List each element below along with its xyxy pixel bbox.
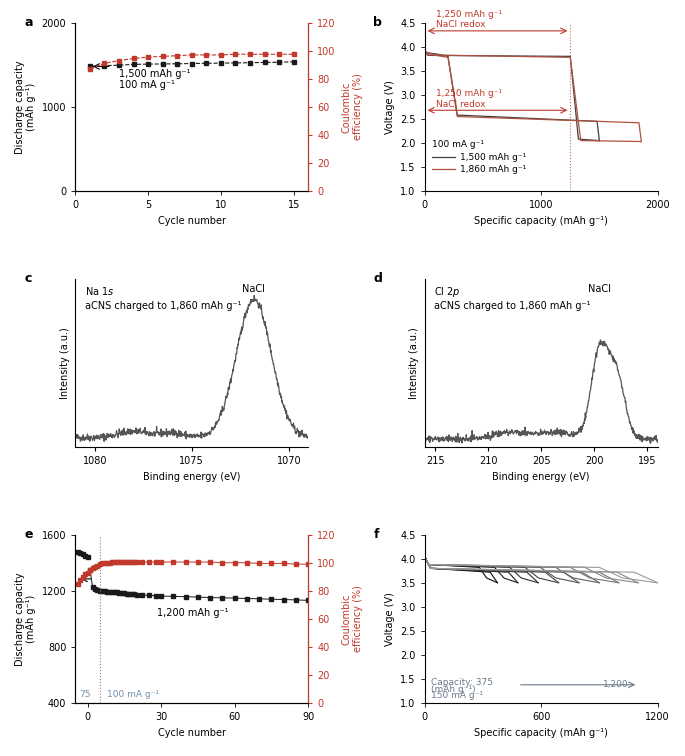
Text: 1,250 mAh g⁻¹
NaCl redox: 1,250 mAh g⁻¹ NaCl redox [436, 89, 503, 109]
Text: 1,500 mAh g⁻¹: 1,500 mAh g⁻¹ [460, 153, 526, 162]
Y-axis label: Voltage (V): Voltage (V) [384, 592, 395, 646]
Y-axis label: Coulombic
efficiency (%): Coulombic efficiency (%) [341, 73, 363, 141]
Text: a: a [24, 16, 33, 29]
Text: c: c [24, 272, 32, 285]
Text: 100 mA g⁻¹: 100 mA g⁻¹ [432, 141, 484, 149]
X-axis label: Specific capacity (mAh g⁻¹): Specific capacity (mAh g⁻¹) [474, 728, 608, 738]
Y-axis label: Voltage (V): Voltage (V) [384, 80, 395, 134]
Y-axis label: Discharge capacity
(mAh g⁻¹): Discharge capacity (mAh g⁻¹) [14, 572, 36, 666]
Y-axis label: Discharge capacity
(mAh g⁻¹): Discharge capacity (mAh g⁻¹) [14, 60, 36, 153]
X-axis label: Cycle number: Cycle number [158, 215, 226, 226]
Text: b: b [373, 16, 382, 29]
Y-axis label: Intensity (a.u.): Intensity (a.u.) [409, 327, 419, 398]
Text: NaCl: NaCl [242, 284, 265, 294]
Text: NaCl: NaCl [588, 284, 611, 294]
Text: e: e [24, 528, 33, 541]
Text: 100 mA g⁻¹: 100 mA g⁻¹ [108, 690, 159, 699]
Y-axis label: Intensity (a.u.): Intensity (a.u.) [60, 327, 70, 398]
Text: 1,860 mAh g⁻¹: 1,860 mAh g⁻¹ [460, 165, 526, 174]
X-axis label: Cycle number: Cycle number [158, 728, 226, 738]
Text: 1,500 mAh g⁻¹
100 mA g⁻¹: 1,500 mAh g⁻¹ 100 mA g⁻¹ [119, 69, 190, 90]
X-axis label: Binding energy (eV): Binding energy (eV) [493, 472, 590, 482]
Text: 1,250 mAh g⁻¹
NaCl redox: 1,250 mAh g⁻¹ NaCl redox [436, 10, 503, 29]
Y-axis label: Coulombic
efficiency (%): Coulombic efficiency (%) [341, 585, 363, 652]
Text: d: d [373, 272, 382, 285]
X-axis label: Specific capacity (mAh g⁻¹): Specific capacity (mAh g⁻¹) [474, 215, 608, 226]
Text: 150 mA g⁻¹: 150 mA g⁻¹ [430, 691, 482, 700]
Text: Cl 2$p$: Cl 2$p$ [434, 286, 460, 299]
Text: Capacity: 375: Capacity: 375 [430, 678, 493, 686]
X-axis label: Binding energy (eV): Binding energy (eV) [143, 472, 240, 482]
Text: f: f [373, 528, 379, 541]
Text: aCNS charged to 1,860 mAh g⁻¹: aCNS charged to 1,860 mAh g⁻¹ [434, 301, 590, 311]
Text: (mAh g⁻¹): (mAh g⁻¹) [430, 686, 475, 695]
Text: 1,200: 1,200 [603, 680, 629, 689]
Text: 1,200 mAh g⁻¹: 1,200 mAh g⁻¹ [157, 608, 228, 618]
Text: 75: 75 [79, 690, 90, 699]
Text: aCNS charged to 1,860 mAh g⁻¹: aCNS charged to 1,860 mAh g⁻¹ [85, 301, 241, 311]
Text: Na 1$s$: Na 1$s$ [85, 286, 114, 297]
